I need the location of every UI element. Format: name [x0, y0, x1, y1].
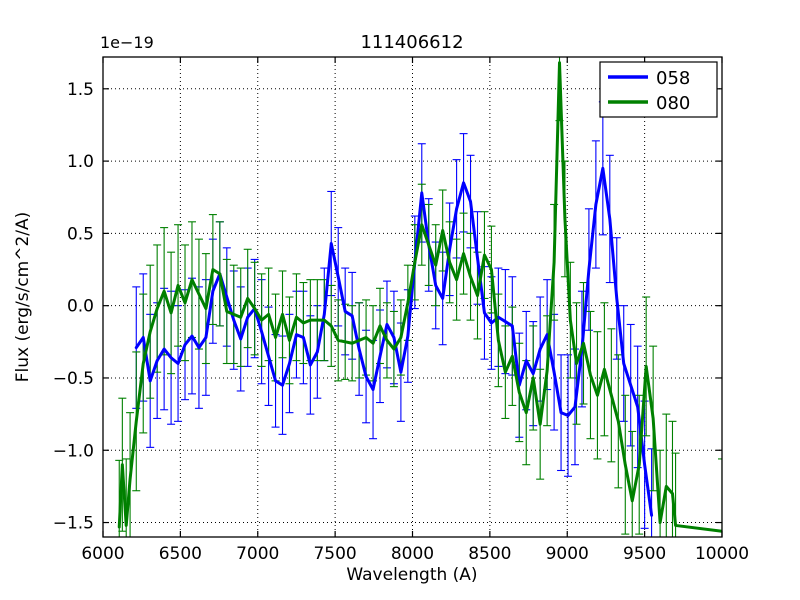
page-title: 111406612	[360, 32, 463, 53]
x-tick-label: 7500	[313, 544, 356, 564]
x-tick-label: 10000	[695, 544, 749, 564]
data-series-layer	[115, 57, 722, 537]
y-axis-label: Flux (erg/s/cm^2/A)	[13, 212, 33, 383]
x-tick-label: 8000	[391, 544, 434, 564]
legend-frame	[599, 61, 718, 118]
y-axis-offset-label: 1e−19	[100, 33, 154, 52]
x-tick-label: 6500	[159, 544, 202, 564]
spectrum-line-080	[117, 61, 722, 533]
x-tick-label: 7000	[236, 544, 279, 564]
y-tick-label: 1.0	[67, 152, 94, 172]
x-tick-label: 8500	[468, 544, 511, 564]
legend-label-058: 058	[656, 68, 690, 89]
y-tick-label: −1.5	[53, 514, 94, 534]
y-tick-label: 1.5	[67, 80, 94, 100]
x-tick-label: 9000	[546, 544, 589, 564]
clipped-data	[115, 57, 722, 537]
y-tick-label: −0.5	[53, 369, 94, 389]
x-tick-label: 6000	[81, 544, 124, 564]
legend-label-080: 080	[656, 93, 690, 114]
y-tick-label: −1.0	[53, 441, 94, 461]
x-tick-label: 9500	[623, 544, 666, 564]
legend[interactable]: 058 080	[599, 61, 718, 118]
axis-ticks	[102, 57, 723, 537]
x-axis-label: Wavelength (A)	[346, 565, 477, 585]
axis-tick-labels: 6000 6500 7000 7500 8000 8500 9000 9500 10000 −1.…	[53, 80, 749, 564]
y-tick-label: 0.5	[67, 224, 94, 244]
y-tick-label: 0.0	[67, 297, 94, 317]
